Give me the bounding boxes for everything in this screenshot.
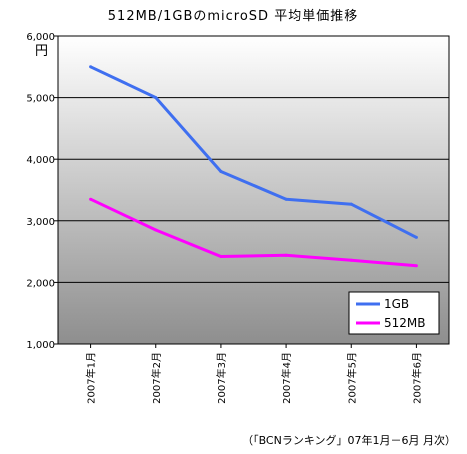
data-point bbox=[154, 96, 158, 100]
data-point bbox=[349, 202, 353, 206]
data-point bbox=[284, 253, 288, 257]
chart-title: 512MB/1GBのmicroSD 平均単価推移 bbox=[108, 8, 358, 24]
data-point bbox=[284, 197, 288, 201]
y-axis-ticks: 1,000 2,000 3,000 4,000 5,000 6,000 bbox=[26, 32, 58, 351]
legend-box bbox=[348, 291, 440, 335]
series-lines bbox=[89, 65, 418, 268]
y-tick-label: 3,000 bbox=[26, 217, 55, 228]
y-tick-label: 2,000 bbox=[26, 278, 55, 289]
data-point bbox=[89, 65, 93, 69]
x-tick-label: 2007年1月 bbox=[85, 352, 98, 404]
series-line-1gb bbox=[89, 65, 418, 239]
data-point bbox=[349, 258, 353, 262]
data-point bbox=[89, 197, 93, 201]
x-tick-label: 2007年6月 bbox=[410, 352, 423, 404]
data-point bbox=[219, 255, 223, 259]
data-point bbox=[414, 264, 418, 268]
data-point bbox=[154, 228, 158, 232]
y-tick-label: 6,000 bbox=[26, 32, 55, 43]
legend: 1GB 512MB bbox=[348, 291, 440, 335]
x-tick-label: 2007年4月 bbox=[280, 352, 293, 404]
legend-label: 1GB bbox=[384, 297, 409, 311]
y-tick-label: 1,000 bbox=[26, 340, 55, 351]
x-tick-label: 2007年3月 bbox=[215, 352, 228, 404]
x-axis-ticks: 2007年1月 2007年2月 2007年3月 2007年4月 2007年5月 2007年… bbox=[85, 344, 423, 404]
y-tick-label: 4,000 bbox=[26, 155, 55, 166]
source-note: （「BCNランキング」07年1月－6月 月次） bbox=[242, 433, 456, 447]
x-tick-label: 2007年5月 bbox=[345, 352, 358, 404]
y-tick-label: 5,000 bbox=[26, 94, 55, 105]
data-point bbox=[414, 235, 418, 239]
legend-label: 512MB bbox=[384, 316, 426, 330]
x-tick-label: 2007年2月 bbox=[150, 352, 163, 404]
y-axis-label: 円 bbox=[35, 44, 48, 59]
data-point bbox=[219, 170, 223, 174]
series-line-512mb bbox=[89, 197, 417, 268]
